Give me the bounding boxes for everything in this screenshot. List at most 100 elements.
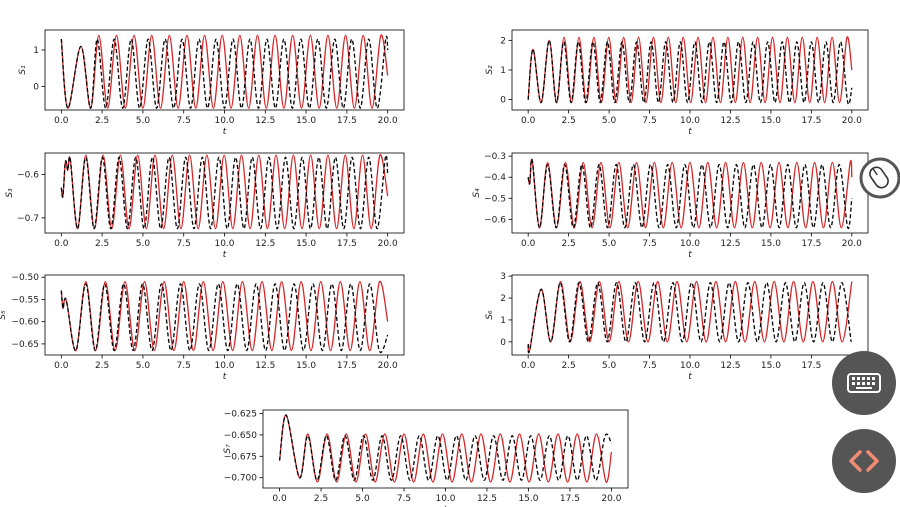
plot-area	[527, 280, 853, 354]
axes-frame	[44, 29, 405, 111]
axes-frame	[511, 29, 869, 111]
subplot: −0.6 −0.5 −0.4 −0.3 0.0 2.5 5.0 7.5 10.0 12.5 15.0…	[472, 152, 869, 260]
x-tick-label: 0.0	[54, 116, 69, 126]
axes-frame	[511, 274, 869, 356]
y-tick-label: 2	[500, 36, 506, 46]
x-tick-label: 0.0	[521, 116, 536, 126]
x-tick-label: 17.5	[337, 239, 357, 249]
x-tick-label: 5.0	[136, 116, 151, 126]
series-line	[527, 280, 853, 354]
subplot: −0.65 −0.60 −0.55 −0.50 0.0 2.5 5.0 7.5 10.0 12.5…	[0, 273, 405, 382]
x-tick-label: 17.5	[560, 494, 580, 504]
subplot: 0 1 2 3 0.0 2.5 5.0 7.5 10.0 12.5 15.0 17.5 20.0 t S₆	[485, 272, 869, 382]
y-axis-label: S₆	[485, 310, 495, 320]
x-tick-label: 2.5	[95, 116, 109, 126]
series-line	[278, 414, 613, 483]
x-tick-label: 10.0	[680, 361, 700, 371]
x-tick-label: 20.0	[378, 239, 398, 249]
plot-area	[60, 154, 389, 230]
y-tick-label: −0.5	[484, 194, 506, 204]
x-tick-label: 20.0	[378, 361, 398, 371]
y-axis-label: S₁	[18, 65, 28, 75]
y-tick-label: −0.650	[224, 431, 258, 441]
x-tick-label: 7.5	[642, 361, 656, 371]
series-line	[60, 283, 389, 354]
x-tick-label: 12.5	[720, 361, 740, 371]
x-axis-label: t	[444, 505, 448, 507]
x-axis-label: t	[688, 372, 692, 382]
x-tick-label: 12.5	[255, 361, 275, 371]
x-tick-label: 15.0	[761, 361, 781, 371]
x-tick-label: 15.0	[518, 494, 538, 504]
y-axis-label: S₅	[0, 310, 8, 320]
plot-area	[60, 34, 389, 109]
x-tick-label: 7.5	[177, 361, 191, 371]
y-tick-label: −0.6	[484, 215, 506, 225]
y-tick-label: 1	[500, 66, 506, 76]
x-tick-label: 7.5	[642, 239, 656, 249]
series-line	[60, 34, 389, 109]
x-tick-label: 17.5	[801, 239, 821, 249]
plot-area	[527, 158, 853, 229]
x-tick-label: 7.5	[642, 116, 656, 126]
x-tick-label: 2.5	[561, 116, 575, 126]
plot-area	[60, 281, 389, 354]
y-axis-label: S₃	[5, 188, 15, 198]
y-tick-label: −0.6	[17, 171, 39, 181]
axes-frame	[44, 152, 405, 234]
x-axis-label: t	[688, 127, 692, 137]
plot-area	[278, 414, 613, 483]
x-tick-label: 5.0	[355, 494, 370, 504]
x-tick-label: 7.5	[177, 239, 191, 249]
x-tick-label: 12.5	[720, 116, 740, 126]
x-tick-label: 12.5	[720, 239, 740, 249]
x-tick-label: 7.5	[397, 494, 411, 504]
x-tick-label: 15.0	[761, 116, 781, 126]
x-tick-label: 15.0	[761, 239, 781, 249]
x-tick-label: 5.0	[602, 239, 617, 249]
y-tick-label: −0.700	[224, 474, 258, 484]
y-tick-label: −0.675	[224, 452, 257, 462]
y-tick-label: −0.3	[484, 152, 506, 162]
x-tick-label: 5.0	[602, 116, 617, 126]
x-tick-label: 15.0	[296, 361, 316, 371]
series-line	[60, 35, 389, 109]
x-axis-label: t	[223, 250, 227, 260]
y-tick-label: 0	[500, 338, 506, 348]
x-tick-label: 0.0	[521, 239, 536, 249]
subplot: −0.700 −0.675 −0.650 −0.625 0.0 2.5 5.0 7.5 10.0…	[223, 409, 629, 507]
plot-area	[527, 36, 853, 105]
x-tick-label: 10.0	[435, 494, 455, 504]
y-tick-label: −0.625	[224, 409, 257, 419]
x-tick-label: 2.5	[95, 239, 109, 249]
x-tick-label: 5.0	[136, 239, 151, 249]
axes-frame	[262, 409, 629, 489]
x-tick-label: 17.5	[801, 116, 821, 126]
x-axis-label: t	[688, 250, 692, 260]
series-line	[527, 282, 852, 354]
x-tick-label: 17.5	[337, 361, 357, 371]
y-tick-label: 1	[500, 316, 506, 326]
x-axis-label: t	[223, 372, 227, 382]
x-tick-label: 2.5	[561, 239, 575, 249]
y-axis-label: S₇	[223, 444, 233, 454]
x-tick-label: 0.0	[54, 361, 69, 371]
x-tick-label: 2.5	[314, 494, 328, 504]
y-tick-label: 0	[33, 82, 39, 92]
x-tick-label: 0.0	[521, 361, 536, 371]
y-axis-label: S₄	[472, 188, 482, 198]
y-tick-label: −0.50	[11, 273, 39, 283]
x-tick-label: 20.0	[842, 116, 862, 126]
y-tick-label: 1	[33, 46, 39, 56]
x-tick-label: 20.0	[842, 239, 862, 249]
x-tick-label: 12.5	[255, 116, 275, 126]
x-tick-label: 20.0	[842, 361, 862, 371]
y-axis-label: S₂	[485, 65, 495, 75]
x-tick-label: 20.0	[601, 494, 621, 504]
axes-frame	[44, 274, 405, 356]
x-tick-label: 15.0	[296, 239, 316, 249]
x-tick-label: 0.0	[272, 494, 287, 504]
x-tick-label: 5.0	[602, 361, 617, 371]
